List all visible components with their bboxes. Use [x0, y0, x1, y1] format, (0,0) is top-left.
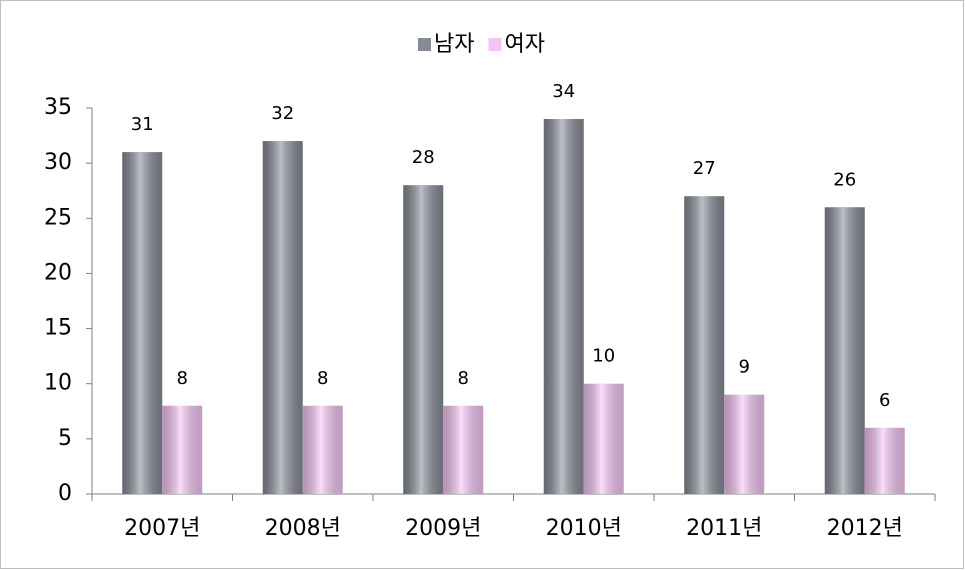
bar [262, 141, 303, 495]
legend-swatch [418, 38, 431, 51]
y-tick-label: 30 [44, 150, 72, 175]
y-tick-label: 5 [58, 426, 72, 451]
bar [684, 196, 725, 494]
y-tick-label: 0 [58, 481, 72, 506]
legend-swatch [488, 38, 502, 51]
value-label: 10 [592, 346, 615, 367]
bar [543, 119, 584, 495]
x-tick-label: 2012년 [827, 516, 903, 541]
value-label: 26 [833, 169, 856, 190]
y-tick-label: 20 [44, 260, 72, 285]
value-label: 34 [552, 81, 575, 102]
bar [162, 405, 203, 494]
value-label: 28 [412, 147, 435, 168]
x-tick-label: 2010년 [546, 516, 622, 541]
bar [724, 394, 765, 494]
value-label: 32 [271, 103, 294, 124]
legend-label: 여자 [504, 32, 544, 57]
value-label: 8 [177, 368, 188, 389]
bar [824, 207, 865, 494]
x-tick-label: 2008년 [265, 516, 341, 541]
y-tick-label: 25 [44, 205, 72, 230]
y-tick-label: 10 [44, 371, 72, 396]
value-label: 8 [317, 368, 328, 389]
x-tick-label: 2009년 [405, 516, 481, 541]
value-label: 9 [739, 357, 750, 378]
value-label: 6 [879, 390, 890, 411]
y-tick-label: 35 [44, 95, 72, 120]
bar [403, 185, 444, 494]
y-tick-label: 15 [44, 316, 72, 341]
x-tick-label: 2011년 [686, 516, 762, 541]
value-label: 31 [131, 114, 154, 135]
x-tick-label: 2007년 [124, 516, 200, 541]
bar [122, 152, 163, 494]
legend-label: 남자 [434, 32, 474, 57]
value-label: 27 [693, 158, 716, 179]
value-label: 8 [458, 368, 469, 389]
bar [864, 427, 905, 494]
bar [443, 405, 484, 494]
bar [302, 405, 343, 494]
bar [583, 383, 624, 494]
